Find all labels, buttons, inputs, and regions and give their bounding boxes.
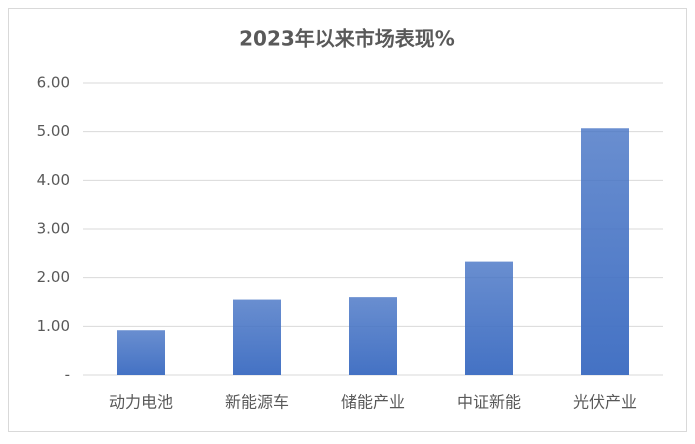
y-tick-label: 6.00 xyxy=(37,74,70,92)
x-tick-label: 储能产业 xyxy=(341,393,405,412)
x-tick-label: 中证新能 xyxy=(457,393,521,412)
x-tick-label: 光伏产业 xyxy=(573,393,637,412)
chart-title: 2023年以来市场表现% xyxy=(239,27,455,51)
y-tick-label: 4.00 xyxy=(37,171,70,189)
bar xyxy=(233,299,281,375)
y-tick-label: - xyxy=(65,366,70,384)
y-tick-label: 3.00 xyxy=(37,220,70,238)
y-tick-label: 1.00 xyxy=(37,317,70,335)
x-tick-label: 新能源车 xyxy=(225,393,289,412)
y-tick-label: 2.00 xyxy=(37,268,70,286)
bar xyxy=(465,261,513,375)
bar xyxy=(117,330,165,375)
bar xyxy=(349,297,397,375)
x-tick-label: 动力电池 xyxy=(109,393,173,412)
bar xyxy=(581,128,629,375)
y-tick-label: 5.00 xyxy=(37,122,70,140)
